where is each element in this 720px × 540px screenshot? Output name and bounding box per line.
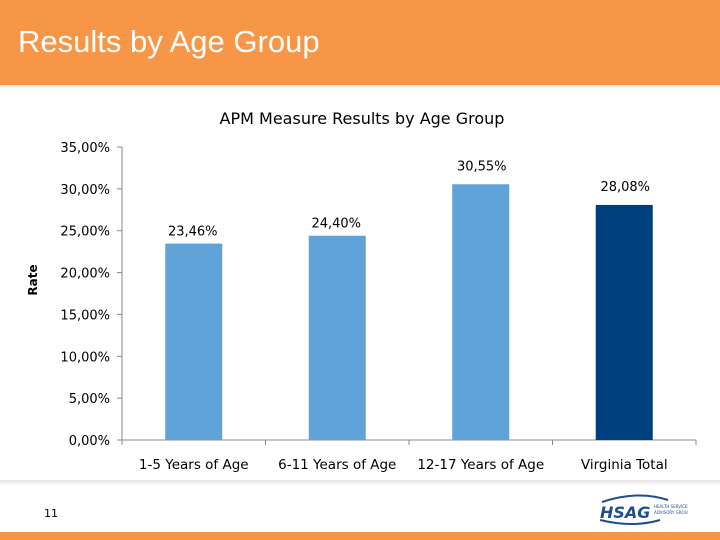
- bar-chart: APM Measure Results by Age Group Rate 0,…: [26, 109, 697, 473]
- page-number: 11: [44, 507, 58, 520]
- x-tick-label: 12-17 Years of Age: [417, 457, 544, 473]
- x-tick-label: Virginia Total: [581, 457, 668, 473]
- bar: [595, 204, 653, 440]
- svg-text:HEALTH SERVICES: HEALTH SERVICES: [654, 504, 688, 509]
- x-tick-label: 6-11 Years of Age: [278, 457, 396, 473]
- header-shadow: [0, 85, 720, 89]
- y-tick-label: 15,00%: [60, 308, 110, 323]
- x-tick-label: 1-5 Years of Age: [139, 457, 249, 473]
- data-label: 23,46%: [168, 225, 218, 240]
- y-tick-label: 20,00%: [60, 267, 110, 282]
- y-tick-label: 35,00%: [60, 141, 110, 156]
- footer-shadow: [0, 480, 720, 486]
- y-tick-label: 25,00%: [60, 225, 110, 240]
- data-label: 30,55%: [457, 159, 507, 174]
- y-tick-label: 10,00%: [60, 350, 110, 365]
- svg-text:HSAG: HSAG: [600, 503, 650, 522]
- bar: [165, 243, 223, 440]
- bar: [308, 235, 366, 440]
- svg-text:ADVISORY GROUP: ADVISORY GROUP: [654, 510, 688, 515]
- slide-header: Results by Age Group: [0, 0, 720, 85]
- slide-title: Results by Age Group: [18, 24, 320, 59]
- y-tick-label: 5,00%: [69, 392, 110, 407]
- hsag-logo: HSAG HEALTH SERVICES ADVISORY GROUP: [599, 494, 688, 525]
- slide-footer: [0, 532, 720, 540]
- chart-title: APM Measure Results by Age Group: [220, 109, 505, 128]
- y-tick-label: 0,00%: [69, 434, 110, 449]
- y-tick-label: 30,00%: [60, 183, 110, 198]
- data-label: 24,40%: [311, 217, 361, 232]
- y-axis-label: Rate: [26, 264, 40, 295]
- data-label: 28,08%: [600, 180, 650, 195]
- bar: [452, 184, 510, 440]
